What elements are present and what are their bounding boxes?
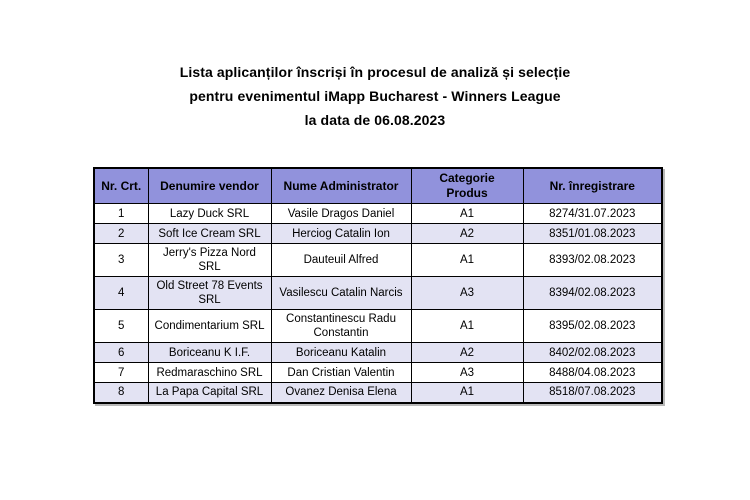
column-header-categorie-produs: Categorie Produs — [410, 167, 524, 204]
cell-nr-inregistrare: 8402/02.08.2023 — [522, 342, 663, 363]
cell-nr-inregistrare: 8274/31.07.2023 — [522, 203, 663, 224]
title-line-2: pentru evenimentul iMapp Bucharest - Win… — [189, 88, 561, 104]
cell-nr-inregistrare: 8351/01.08.2023 — [522, 223, 663, 244]
cell-nr-crt: 8 — [93, 382, 149, 403]
table-header-row: Nr. Crt. Denumire vendor Nume Administra… — [93, 167, 663, 204]
applicants-table: Nr. Crt. Denumire vendor Nume Administra… — [93, 167, 663, 404]
cell-nr-crt: 3 — [93, 243, 149, 277]
table-row: 1 Lazy Duck SRL Vasile Dragos Daniel A1 … — [93, 203, 663, 224]
cell-nr-inregistrare: 8518/07.08.2023 — [522, 382, 663, 403]
table-row: 8 La Papa Capital SRL Ovanez Denisa Elen… — [93, 382, 663, 403]
cell-denumire-vendor: Jerry's Pizza Nord SRL — [147, 243, 272, 277]
cell-denumire-vendor: Lazy Duck SRL — [147, 203, 272, 224]
cell-categorie-produs: A2 — [410, 342, 524, 363]
cell-nume-administrator: Herciog Catalin Ion — [270, 223, 412, 244]
cell-nume-administrator: Vasilescu Catalin Narcis — [270, 276, 412, 310]
cell-nr-crt: 4 — [93, 276, 149, 310]
cell-categorie-produs: A1 — [410, 309, 524, 343]
table-row: 2 Soft Ice Cream SRL Herciog Catalin Ion… — [93, 223, 663, 244]
column-header-nr-inregistrare: Nr. înregistrare — [522, 167, 663, 204]
cell-denumire-vendor: Redmaraschino SRL — [147, 362, 272, 383]
cell-nume-administrator: Vasile Dragos Daniel — [270, 203, 412, 224]
cell-nr-inregistrare: 8395/02.08.2023 — [522, 309, 663, 343]
document-title: Lista aplicanților înscriși în procesul … — [0, 60, 750, 132]
cell-nr-crt: 7 — [93, 362, 149, 383]
cell-categorie-produs: A1 — [410, 203, 524, 224]
table-row: 4 Old Street 78 Events SRL Vasilescu Cat… — [93, 276, 663, 310]
table-row: 5 Condimentarium SRL Constantinescu Radu… — [93, 309, 663, 343]
cell-nr-inregistrare: 8394/02.08.2023 — [522, 276, 663, 310]
cell-categorie-produs: A1 — [410, 382, 524, 403]
cell-denumire-vendor: Old Street 78 Events SRL — [147, 276, 272, 310]
title-line-1: Lista aplicanților înscriși în procesul … — [179, 64, 571, 80]
cell-nr-crt: 6 — [93, 342, 149, 363]
cell-categorie-produs: A3 — [410, 276, 524, 310]
cell-nr-crt: 5 — [93, 309, 149, 343]
cell-nume-administrator: Ovanez Denisa Elena — [270, 382, 412, 403]
cell-nr-crt: 1 — [93, 203, 149, 224]
cell-nr-inregistrare: 8393/02.08.2023 — [522, 243, 663, 277]
table-row: 3 Jerry's Pizza Nord SRL Dauteuil Alfred… — [93, 243, 663, 277]
title-line-3: la data de 06.08.2023 — [304, 112, 446, 128]
cell-nr-inregistrare: 8488/04.08.2023 — [522, 362, 663, 383]
cell-categorie-produs: A3 — [410, 362, 524, 383]
column-header-nume-administrator: Nume Administrator — [270, 167, 412, 204]
cell-denumire-vendor: Soft Ice Cream SRL — [147, 223, 272, 244]
cell-categorie-produs: A1 — [410, 243, 524, 277]
table-row: 7 Redmaraschino SRL Dan Cristian Valenti… — [93, 362, 663, 383]
cell-denumire-vendor: Boriceanu K I.F. — [147, 342, 272, 363]
column-header-denumire-vendor: Denumire vendor — [147, 167, 272, 204]
cell-categorie-produs: A2 — [410, 223, 524, 244]
cell-denumire-vendor: Condimentarium SRL — [147, 309, 272, 343]
cell-nume-administrator: Constantinescu Radu Constantin — [270, 309, 412, 343]
cell-denumire-vendor: La Papa Capital SRL — [147, 382, 272, 403]
cell-nume-administrator: Dan Cristian Valentin — [270, 362, 412, 383]
cell-nr-crt: 2 — [93, 223, 149, 244]
column-header-nr-crt: Nr. Crt. — [93, 167, 149, 204]
table-row: 6 Boriceanu K I.F. Boriceanu Katalin A2 … — [93, 342, 663, 363]
cell-nume-administrator: Dauteuil Alfred — [270, 243, 412, 277]
cell-nume-administrator: Boriceanu Katalin — [270, 342, 412, 363]
